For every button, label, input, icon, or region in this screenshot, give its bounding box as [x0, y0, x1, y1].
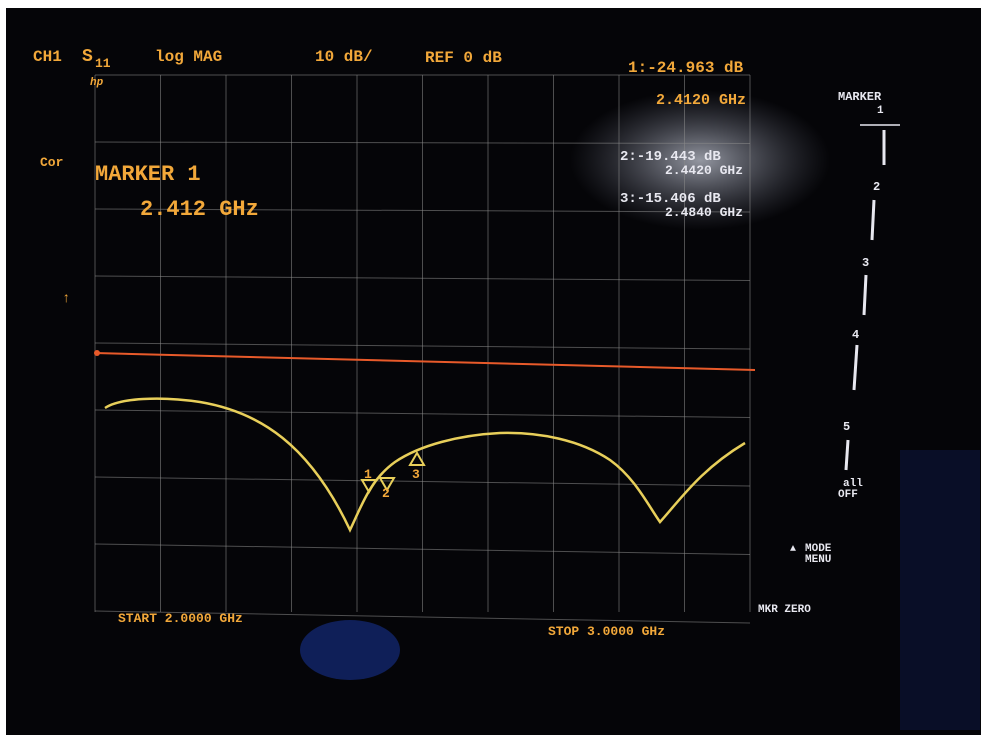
logo: hp [90, 77, 104, 89]
reference-line [94, 352, 756, 371]
trace-marker-symbols [360, 451, 426, 494]
softkey[interactable]: MKR ZERO [758, 604, 811, 616]
trace [104, 397, 746, 533]
trace-marker-label: 3 [412, 467, 420, 482]
side-glow [900, 450, 980, 730]
start-freq: START 2.0000 GHz [118, 611, 243, 626]
led-glow [300, 620, 400, 680]
marker-value: 3:-15.406 dB [620, 191, 721, 207]
parameter-sub: 11 [95, 56, 111, 71]
glare [570, 90, 830, 230]
softkey[interactable]: 4 [852, 328, 859, 342]
scale: 10 dB/ [315, 48, 373, 66]
softkey-arrow: ▲ [790, 544, 796, 555]
softkey-title[interactable]: MARKER [838, 90, 882, 104]
background [6, 8, 981, 735]
reference: REF 0 dB [425, 49, 502, 67]
softkey-menu[interactable]: MENU [805, 554, 831, 566]
stop-freq: STOP 3.0000 GHz [548, 624, 665, 639]
trace-marker-label: 1 [364, 467, 372, 482]
format: log MAG [155, 48, 222, 66]
active-marker-freq: 2.412 GHz [140, 197, 259, 222]
grid-line [94, 543, 751, 555]
softkey[interactable]: 5 [843, 420, 850, 434]
grid-line [94, 476, 751, 487]
grid-line [94, 610, 751, 624]
marker-freq: 2.4120 GHz [656, 92, 746, 109]
grid-line [94, 208, 751, 213]
grid-line [94, 141, 751, 144]
marker-value: 1:-24.963 dB [628, 59, 744, 77]
parameter: S [82, 47, 93, 67]
scale-arrow: ↑ [62, 291, 70, 307]
trace-marker-label: 2 [382, 486, 390, 501]
grid-line [94, 342, 751, 350]
softkey[interactable]: 2 [873, 180, 880, 194]
marker-value: 2:-19.443 dB [620, 149, 721, 165]
softkey[interactable]: 3 [862, 256, 869, 270]
marker-freq: 2.4840 GHz [665, 205, 743, 220]
marker-freq: 2.4420 GHz [665, 163, 743, 178]
active-marker-label: MARKER 1 [95, 162, 201, 187]
grid-line [94, 275, 751, 281]
softkey-all[interactable]: all [843, 478, 863, 490]
reference-marker [94, 350, 100, 356]
softkey-title-sub: 1 [877, 105, 884, 117]
grid [94, 74, 751, 624]
softkey-mode[interactable]: MODE [805, 543, 832, 555]
status: Cor [40, 155, 63, 170]
grid-line [94, 409, 751, 418]
softkey-bars [844, 130, 886, 471]
channel: CH1 [33, 48, 62, 66]
softkey-off[interactable]: OFF [838, 489, 858, 501]
